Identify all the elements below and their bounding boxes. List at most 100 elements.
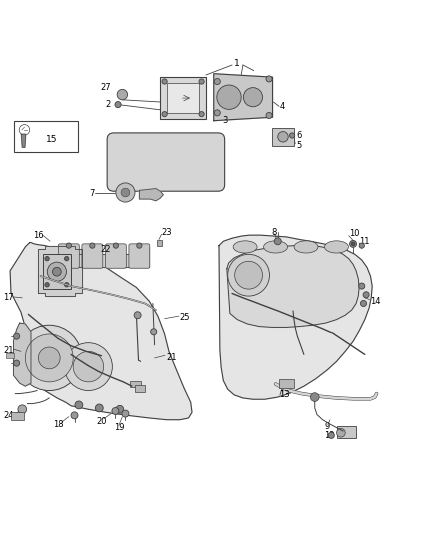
Circle shape [47,262,67,281]
Circle shape [199,79,204,84]
Circle shape [95,404,103,412]
Ellipse shape [294,241,318,253]
Text: 5: 5 [296,141,301,150]
Circle shape [199,111,204,117]
Polygon shape [39,246,82,296]
Circle shape [359,243,364,248]
Circle shape [116,405,124,413]
Circle shape [162,79,167,84]
Polygon shape [139,189,163,201]
Circle shape [64,256,69,261]
Circle shape [90,243,95,248]
Circle shape [75,401,83,409]
Text: 8: 8 [271,228,277,237]
Circle shape [151,329,157,335]
Circle shape [121,188,130,197]
Circle shape [18,405,27,414]
Text: 11: 11 [359,237,370,246]
Circle shape [214,78,220,85]
Ellipse shape [264,241,288,253]
Circle shape [363,292,369,298]
Circle shape [336,429,345,437]
Bar [11,412,24,419]
Bar [160,77,206,118]
Polygon shape [219,235,372,399]
Text: 15: 15 [46,135,58,144]
Polygon shape [214,74,272,120]
Text: 3: 3 [223,116,228,125]
FancyBboxPatch shape [107,133,225,191]
Circle shape [45,256,49,261]
Text: 13: 13 [279,390,290,399]
Circle shape [311,393,319,401]
Text: 9: 9 [324,422,329,431]
Circle shape [73,351,104,382]
Text: 19: 19 [114,423,124,432]
Circle shape [162,111,167,117]
Circle shape [137,243,142,248]
Bar [336,426,356,439]
Text: 7: 7 [90,189,95,198]
Circle shape [64,282,69,287]
FancyBboxPatch shape [82,244,103,268]
Circle shape [217,85,241,109]
Text: 21: 21 [4,345,14,354]
Text: 20: 20 [96,416,107,425]
Text: 10: 10 [349,229,359,238]
Text: 25: 25 [179,313,190,322]
Circle shape [290,133,295,138]
Polygon shape [51,247,149,266]
Text: 21: 21 [166,352,177,361]
Circle shape [39,347,60,369]
Ellipse shape [233,241,257,253]
Text: 17: 17 [4,293,14,302]
Circle shape [45,282,49,287]
FancyBboxPatch shape [106,244,126,268]
Circle shape [17,325,82,391]
Bar [157,239,162,246]
Text: 12: 12 [324,431,335,440]
Circle shape [266,76,272,82]
Polygon shape [227,246,359,327]
Circle shape [274,238,281,245]
Circle shape [235,261,262,289]
Circle shape [19,125,30,135]
Text: 23: 23 [162,228,172,237]
Circle shape [244,87,262,107]
Circle shape [360,301,367,306]
Circle shape [113,243,118,248]
Circle shape [266,112,272,118]
Bar [279,379,294,389]
Text: 18: 18 [53,419,64,429]
Text: 1: 1 [234,59,240,68]
Bar [167,83,199,114]
Circle shape [122,410,129,417]
Circle shape [64,343,113,391]
Circle shape [25,334,73,382]
Bar [6,353,14,358]
Text: 22: 22 [101,245,111,254]
Polygon shape [14,323,31,386]
Circle shape [214,110,220,116]
Circle shape [278,132,288,142]
Circle shape [116,183,135,202]
Circle shape [359,283,365,289]
Polygon shape [10,243,192,419]
Circle shape [115,102,121,108]
Circle shape [351,242,355,246]
Circle shape [350,240,357,247]
Circle shape [66,243,71,248]
FancyBboxPatch shape [58,244,79,268]
Text: 14: 14 [371,297,381,306]
Text: 24: 24 [4,411,14,420]
Bar [130,381,141,387]
Circle shape [14,333,20,339]
Circle shape [53,268,61,276]
Bar [14,121,78,152]
Text: 4: 4 [280,102,285,111]
Ellipse shape [325,241,349,253]
FancyBboxPatch shape [129,244,150,268]
Text: 6: 6 [296,132,301,140]
Bar [134,385,145,392]
Circle shape [71,412,78,419]
